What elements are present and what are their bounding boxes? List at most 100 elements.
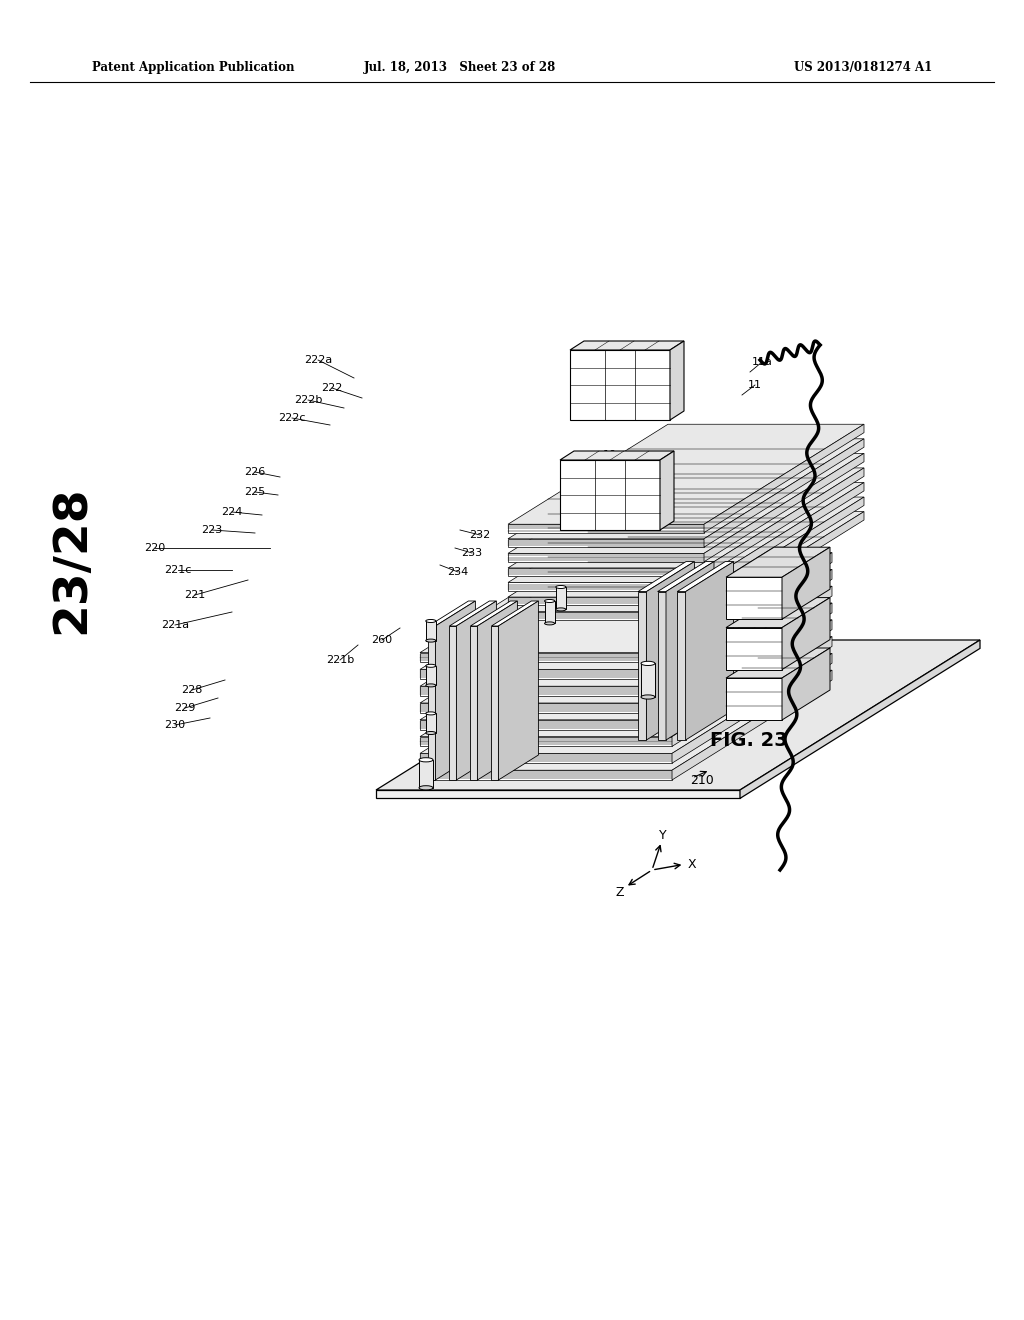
Text: 221a: 221a [161, 620, 189, 630]
Ellipse shape [419, 785, 433, 789]
Polygon shape [420, 754, 672, 763]
Polygon shape [470, 601, 517, 626]
Ellipse shape [426, 639, 436, 642]
Ellipse shape [419, 758, 433, 762]
Polygon shape [492, 626, 499, 780]
Text: Y: Y [658, 829, 667, 842]
Polygon shape [420, 620, 831, 719]
Polygon shape [508, 582, 705, 591]
Polygon shape [666, 561, 714, 741]
Ellipse shape [545, 622, 555, 624]
Polygon shape [705, 512, 864, 620]
Polygon shape [782, 598, 830, 669]
Polygon shape [672, 553, 831, 663]
Polygon shape [508, 467, 864, 568]
Polygon shape [426, 620, 436, 640]
Polygon shape [726, 577, 782, 619]
Polygon shape [672, 569, 831, 680]
Polygon shape [426, 713, 436, 733]
Polygon shape [508, 438, 864, 539]
Polygon shape [508, 597, 705, 606]
Polygon shape [657, 561, 714, 591]
Polygon shape [420, 686, 672, 696]
Polygon shape [508, 483, 864, 582]
Text: 220: 220 [144, 543, 166, 553]
Text: 222b: 222b [294, 395, 323, 405]
Ellipse shape [426, 664, 436, 668]
Text: 222: 222 [322, 383, 343, 393]
Text: 230: 230 [165, 719, 185, 730]
Polygon shape [705, 453, 864, 562]
Text: US 2013/0181274 A1: US 2013/0181274 A1 [794, 62, 932, 74]
Polygon shape [638, 591, 646, 741]
Polygon shape [420, 669, 672, 680]
Polygon shape [705, 483, 864, 591]
Text: 233: 233 [462, 548, 482, 558]
Text: 225: 225 [245, 487, 265, 498]
Text: 232: 232 [469, 531, 490, 540]
Polygon shape [672, 636, 831, 746]
Polygon shape [677, 561, 733, 591]
Polygon shape [426, 665, 436, 685]
Polygon shape [420, 603, 831, 704]
Ellipse shape [641, 694, 655, 700]
Polygon shape [638, 561, 694, 591]
Text: FIG. 23: FIG. 23 [710, 730, 787, 750]
Polygon shape [457, 601, 497, 780]
Polygon shape [560, 459, 660, 531]
Polygon shape [376, 789, 740, 799]
Polygon shape [499, 601, 539, 780]
Polygon shape [560, 451, 674, 459]
Text: 228: 228 [181, 685, 203, 696]
Text: 23/28: 23/28 [49, 486, 94, 634]
Polygon shape [508, 524, 705, 533]
Polygon shape [672, 671, 831, 780]
Polygon shape [726, 678, 782, 719]
Polygon shape [470, 626, 477, 780]
Text: 221: 221 [184, 590, 206, 601]
Polygon shape [705, 438, 864, 548]
Polygon shape [419, 760, 433, 788]
Polygon shape [646, 561, 694, 741]
Ellipse shape [426, 711, 436, 715]
Polygon shape [450, 626, 457, 780]
Polygon shape [420, 569, 831, 669]
Text: 10: 10 [603, 450, 617, 459]
Polygon shape [726, 598, 830, 627]
Polygon shape [420, 719, 672, 730]
Text: 11: 11 [748, 380, 762, 389]
Polygon shape [420, 653, 831, 754]
Polygon shape [420, 704, 672, 713]
Polygon shape [570, 341, 684, 350]
Polygon shape [420, 652, 672, 663]
Text: Jul. 18, 2013   Sheet 23 of 28: Jul. 18, 2013 Sheet 23 of 28 [364, 62, 556, 74]
Polygon shape [376, 640, 980, 789]
Polygon shape [450, 601, 497, 626]
Text: 60: 60 [571, 360, 585, 370]
Polygon shape [570, 350, 670, 420]
Polygon shape [477, 601, 517, 780]
Text: 224: 224 [221, 507, 243, 517]
Polygon shape [508, 568, 705, 577]
Text: 11a: 11a [752, 356, 772, 367]
Polygon shape [492, 601, 539, 626]
Text: 210: 210 [690, 774, 714, 787]
Polygon shape [435, 601, 475, 780]
Polygon shape [428, 601, 475, 626]
Text: 221c: 221c [164, 565, 191, 576]
Polygon shape [508, 453, 864, 553]
Polygon shape [705, 498, 864, 606]
Polygon shape [672, 586, 831, 696]
Text: X: X [687, 858, 696, 871]
Polygon shape [641, 664, 655, 697]
Polygon shape [657, 591, 666, 741]
Text: 222c: 222c [279, 413, 306, 422]
Polygon shape [726, 648, 830, 678]
Polygon shape [705, 424, 864, 533]
Text: 226: 226 [245, 467, 265, 477]
Polygon shape [740, 640, 980, 799]
Polygon shape [672, 620, 831, 730]
Polygon shape [428, 626, 435, 780]
Polygon shape [672, 653, 831, 763]
Polygon shape [420, 737, 672, 746]
